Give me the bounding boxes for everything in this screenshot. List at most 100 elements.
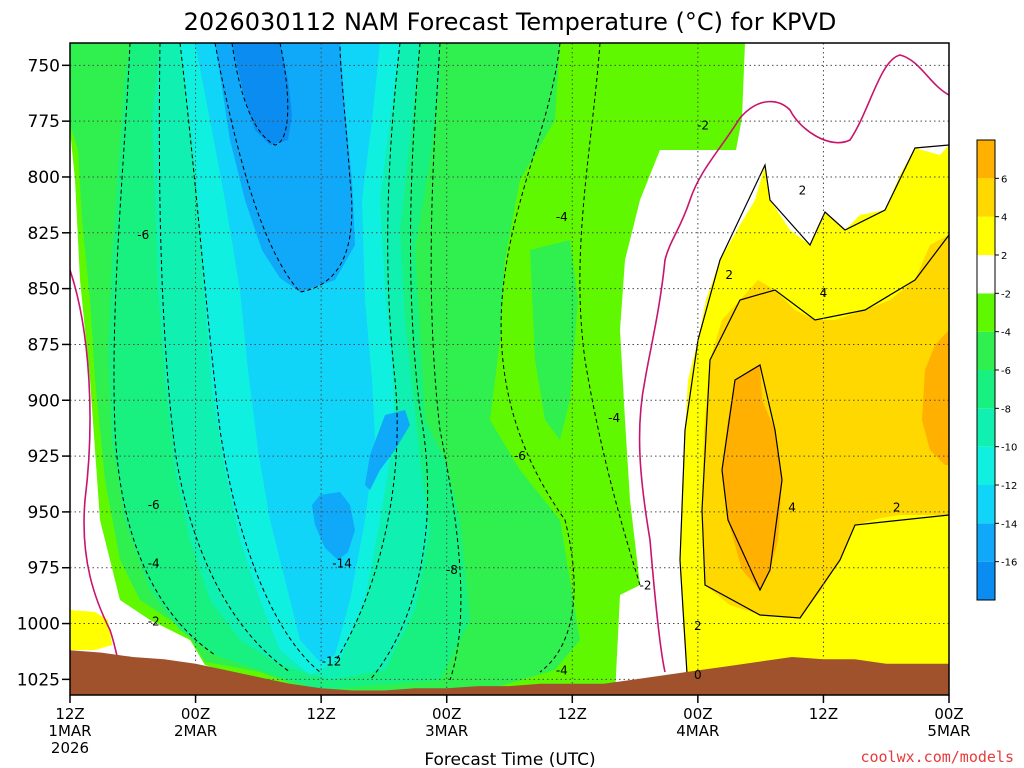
fill-minus16 [232,43,292,145]
x-tick-label-2-0: 12Z [306,705,335,723]
colorbar-label-9: 4 [1001,213,1007,224]
colorbar-label-1: -14 [1001,519,1017,530]
y-tick-label-7: 925 [28,447,60,467]
y-tick-label-6: 900 [28,391,60,411]
x-tick-label-5-0: 00Z [683,705,712,723]
contour-label-2: -4 [148,556,160,570]
contour-i [231,43,289,146]
contour-f [430,43,462,681]
contour-label-7: -6 [514,449,526,463]
colorbar-swatch-6 [977,331,995,370]
plot-frame [69,42,950,696]
fill-minus14-blob-2 [312,492,355,560]
contour-label-14: -2 [697,119,709,133]
y-tick-label-4: 850 [28,280,60,300]
colorbar-swatch-10 [977,178,995,217]
contour-c [179,43,321,673]
contour-label-11: -2 [640,579,652,593]
fill-minus4-blob [530,240,578,440]
contour-a [113,43,216,656]
colorbar-label-8: 2 [1001,251,1007,262]
contour-lines [113,43,641,681]
contour-label-3: -2 [148,614,160,628]
contour-label-5: -14 [332,556,352,570]
colorbar-label-5: -6 [1001,366,1011,377]
ground-terrain [70,650,949,695]
fill-minus14-blob-1 [365,410,410,490]
x-tick-label-0-1: 1MAR [48,722,91,740]
colorbar-label-0: -16 [1001,558,1017,569]
x-tick-label-4-0: 12Z [558,705,587,723]
colorbar-swatch-2 [977,485,995,524]
x-tick-label-7-1: 5MAR [927,722,970,740]
x-tick-label-0-0: 12Z [55,705,84,723]
colorbar-swatch-4 [977,408,995,447]
x-tick-label-5-1: 4MAR [676,722,719,740]
x-axis-label: Forecast Time (UTC) [424,750,595,768]
contour-label-13: 2 [694,619,702,633]
y-axis: 750 775 800 825 850 875 900 925 950 975 1000 1025 [17,56,70,690]
contour-label-9: -4 [556,210,568,224]
contour-plus6 [721,364,783,592]
freezing-line-left [70,269,121,671]
contour-label-0: -6 [137,228,149,242]
freezing-line-right [638,54,949,673]
x-tick-label-0-2: 2026 [51,739,89,757]
x-tick-label-6-0: 12Z [809,705,838,723]
y-tick-label-0: 750 [28,56,60,76]
colorbar-label-6: -4 [1001,328,1011,339]
contour-label-6: -8 [446,563,458,577]
colorbar-swatch-11 [977,140,995,179]
contour-label-12: 0 [694,668,702,682]
grid-lines [70,43,949,695]
x-tick-label-7-0: 00Z [934,705,963,723]
y-tick-label-11: 1025 [17,670,60,690]
colorbar-swatch-9 [977,216,995,255]
colorbar-swatch-0 [977,561,995,600]
x-tick-label-1-0: 00Z [181,705,210,723]
colorbar-swatch-3 [977,446,995,485]
contour-e [369,43,429,681]
colorbar-swatch-8 [977,255,995,294]
contour-labels: -6 -6 -4 -2 -12 -14 -8 -6 -4 -4 -4 -2 0 2 -2 2 2 4 4 2 [137,119,900,682]
y-tick-label-5: 875 [28,335,60,355]
y-tick-label-10: 1000 [17,615,60,635]
contour-label-18: 4 [788,500,796,514]
contour-plus2 [679,144,949,691]
contour-b [158,43,291,673]
contour-label-16: 2 [799,183,807,197]
contour-label-15: 2 [725,268,733,282]
y-tick-label-9: 975 [28,559,60,579]
contour-plus4 [701,234,949,619]
y-tick-label-1: 775 [28,112,60,132]
contour-label-1: -6 [148,498,160,512]
solid-contours [679,144,949,691]
colorbar-label-4: -8 [1001,404,1011,415]
fill-plus6-right [922,330,949,465]
contour-d [334,43,401,663]
y-tick-label-3: 825 [28,224,60,244]
x-tick-label-3-1: 3MAR [425,722,468,740]
y-tick-label-8: 950 [28,503,60,523]
colorbar: -16 -14 -12 -10 -8 -6 -4 -2 2 4 6 [976,139,1017,601]
fill-plus2-left [70,610,112,650]
colorbar-swatch-5 [977,370,995,409]
contour-g [500,43,575,673]
contour-label-4: -12 [322,655,342,669]
x-tick-label-3-0: 00Z [432,705,461,723]
contour-j [214,43,353,293]
y-tick-label-2: 800 [28,168,60,188]
chart-title: 2026030112 NAM Forecast Temperature (°C)… [184,8,837,36]
colorbar-swatch-7 [977,293,995,332]
contour-label-17: 4 [820,286,828,300]
contour-label-10: -4 [608,411,620,425]
x-tick-label-1-1: 2MAR [174,722,217,740]
contour-label-8: -4 [556,663,568,677]
colorbar-label-3: -10 [1001,443,1017,454]
freezing-contours [70,54,949,673]
colorbar-label-10: 6 [1001,174,1007,185]
watermark[interactable]: coolwx.com/models [860,748,1014,766]
contour-h [579,43,641,586]
colorbar-label-2: -12 [1001,481,1017,492]
